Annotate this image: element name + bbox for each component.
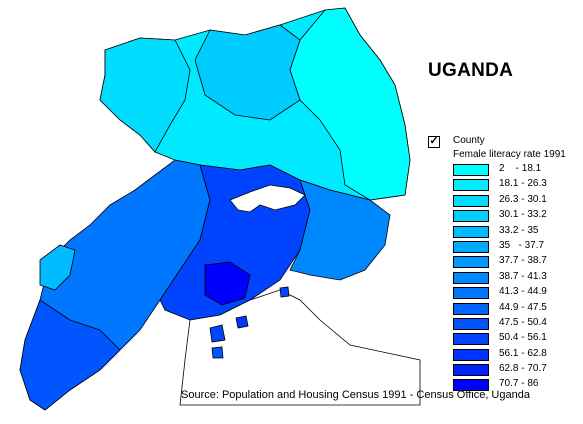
legend-range-label: 41.3 - 44.9 (499, 286, 547, 298)
lake-kyoga (229, 184, 306, 213)
region-kampala (204, 261, 251, 306)
island-3 (211, 346, 224, 359)
legend-swatch (453, 210, 489, 223)
legend-range-label: 35 - 37.7 (499, 239, 545, 251)
island-1 (209, 324, 226, 343)
legend-swatch (453, 317, 489, 330)
legend-swatch (453, 333, 489, 346)
legend-range-label: 56.1 - 62.8 (499, 347, 547, 359)
legend-range-label: 62.8 - 70.7 (499, 363, 547, 375)
legend-swatch (453, 379, 489, 392)
legend-range-label: 26.3 - 30.1 (499, 193, 547, 205)
legend-swatch (453, 179, 489, 192)
island-2 (235, 315, 249, 329)
region-far-west (39, 244, 76, 291)
legend-swatch (453, 164, 489, 176)
legend-range-label: 18.1 - 26.3 (499, 178, 547, 190)
legend-range-label: 2 - 18.1 (499, 163, 542, 174)
legend-swatch (453, 194, 489, 207)
legend-range-label: 33.2 - 35 (499, 224, 539, 236)
layer-visibility-checkbox[interactable]: ✓ (428, 135, 440, 148)
legend-layer: ✓ County (428, 135, 578, 150)
legend-swatch (453, 256, 489, 269)
legend-swatch (453, 225, 489, 238)
legend-swatch (453, 240, 489, 253)
legend-swatch (453, 287, 489, 300)
legend-range-label: 37.7 - 38.7 (499, 255, 547, 267)
island-4 (279, 286, 290, 298)
legend-range-label: 30.1 - 33.2 (499, 209, 547, 221)
region-north-central (194, 24, 301, 121)
legend-range-label: 47.5 - 50.4 (499, 316, 547, 328)
legend-range-label: 44.9 - 47.5 (499, 301, 547, 313)
legend-swatch (453, 348, 489, 361)
legend-swatch (453, 302, 489, 315)
legend-subtitle: Female literacy rate 1991 (453, 149, 566, 160)
legend-range-label: 70.7 - 86 (499, 378, 539, 390)
legend-swatch (453, 271, 489, 284)
legend-range-label: 38.7 - 41.3 (499, 270, 547, 282)
source-note: Source: Population and Housing Census 19… (181, 389, 530, 401)
legend-range-label: 50.4 - 56.1 (499, 332, 547, 344)
region-east (289, 179, 391, 281)
region-southwest (19, 299, 121, 411)
layer-name: County (453, 135, 485, 146)
map-title: UGANDA (428, 60, 514, 81)
legend-swatch (453, 364, 489, 377)
legend: ✓ County Female literacy rate 1991 2 - 1… (428, 135, 578, 392)
region-northwest (99, 37, 191, 153)
